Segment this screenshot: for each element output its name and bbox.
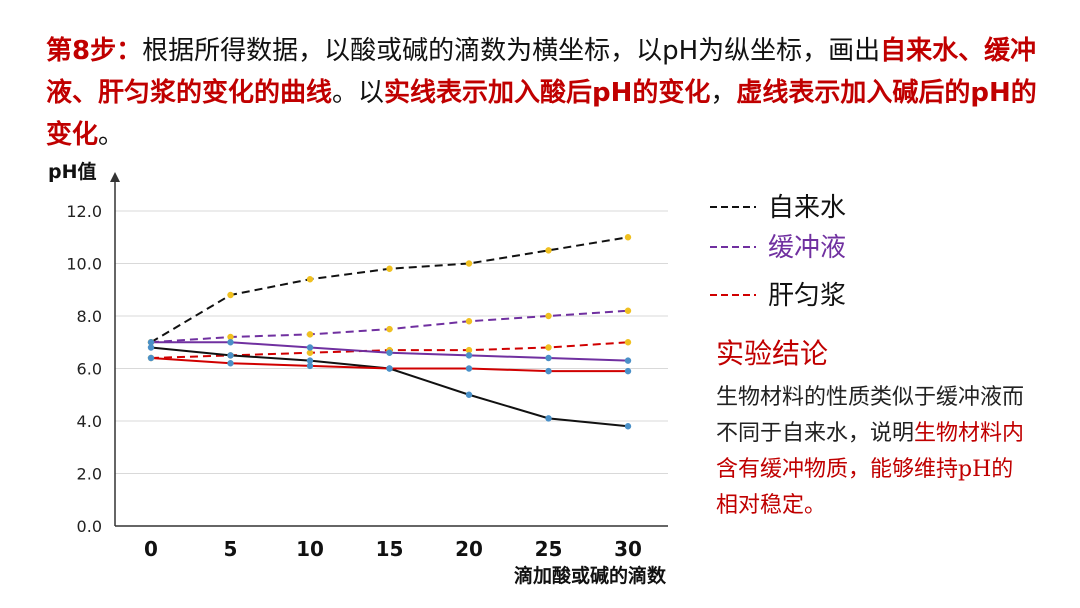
data-point-buffer-acid (227, 339, 234, 346)
legend-label-tap-water: 自来水 (768, 193, 847, 223)
y-axis-label: pH值 (48, 160, 97, 183)
data-point-buffer-alkali (306, 331, 314, 338)
legend-label-buffer: 缓冲液 (768, 233, 847, 263)
data-point-liver-acid (465, 365, 473, 372)
x-tick-label: 10 (296, 537, 324, 561)
data-point-liver-acid (227, 360, 234, 367)
y-tick-label: 4.0 (77, 412, 102, 431)
y-axis-arrow (110, 172, 120, 182)
data-point-tap-water-acid (465, 391, 473, 398)
legend-item-buffer: 缓冲液 (710, 230, 910, 266)
x-tick-label: 5 (224, 537, 238, 561)
y-tick-label: 0.0 (77, 517, 102, 536)
y-tick-label: 2.0 (77, 465, 102, 484)
instruction-segment-5: ， (710, 78, 737, 108)
data-point-buffer-acid (386, 349, 393, 356)
data-point-liver-alkali (306, 349, 314, 356)
conclusion-text-1: 生物材料的性质类似于缓冲液而不同于自来水， (716, 385, 1025, 446)
data-point-liver-acid (147, 354, 155, 362)
y-tick-label: 8.0 (77, 307, 102, 326)
data-point-tap-water-alkali (386, 265, 393, 272)
legend-item-liver: 肝匀浆 (710, 278, 910, 314)
conclusion-text: 生物材料的性质类似于缓冲液而不同于自来水，说明生物材料内含有缓冲物质，能够维持p… (716, 380, 1026, 524)
data-point-tap-water-alkali (306, 276, 314, 283)
x-tick-label: 25 (535, 537, 563, 561)
data-point-buffer-alkali (624, 307, 632, 314)
data-point-buffer-acid (306, 344, 314, 351)
y-tick-label: 12.0 (66, 202, 102, 221)
x-tick-label: 0 (144, 537, 158, 561)
data-point-liver-acid (306, 362, 314, 370)
y-tick-label: 10.0 (66, 255, 102, 274)
legend-label-liver: 肝匀浆 (768, 281, 847, 311)
data-point-buffer-alkali (227, 333, 234, 341)
data-point-liver-alkali (624, 339, 632, 346)
data-point-liver-alkali (545, 344, 552, 351)
data-point-buffer-alkali (386, 325, 393, 333)
data-point-tap-water-alkali (465, 260, 473, 267)
x-tick-label: 20 (455, 537, 483, 561)
data-point-buffer-alkali (465, 318, 473, 325)
data-point-buffer-acid (545, 354, 552, 362)
conclusion-text-highlight: 生物材料内含有缓冲物质，能够维持pH的相对稳定。 (716, 421, 1025, 518)
data-point-liver-alkali (465, 346, 473, 354)
data-point-tap-water-acid (624, 423, 632, 430)
legend-swatch-buffer (710, 246, 756, 248)
data-point-tap-water-acid (306, 357, 314, 364)
legend-item-tap-water: 自来水 (710, 190, 910, 226)
data-point-tap-water-alkali (545, 247, 552, 254)
legend-swatch-tap-water (710, 206, 756, 208)
conclusion-title: 实验结论 (716, 337, 829, 370)
conclusion-text-2: 说明 (870, 421, 915, 446)
instruction-highlight-solid: 实线表示加入酸后pH的变化 (384, 78, 711, 108)
data-point-tap-water-acid (147, 344, 155, 351)
data-point-tap-water-alkali (624, 234, 632, 241)
series-line-tap-water-acid (150, 346, 629, 428)
data-point-buffer-acid (624, 357, 632, 364)
ph-line-chart: 0.02.04.06.08.010.012.00 5 10 15 20 25 30 pH值 … (48, 160, 668, 587)
data-point-liver-acid (386, 365, 393, 372)
instruction-segment-7: 。 (98, 120, 125, 150)
data-point-buffer-acid (147, 339, 155, 346)
instruction-highlight-curves: 自来水、缓冲液、肝匀浆的变化的曲线 (46, 36, 1037, 108)
step-label: 第8步： (46, 36, 143, 66)
x-tick-label: 15 (376, 537, 404, 561)
y-tick-label: 6.0 (77, 360, 102, 379)
instruction-highlight-dashed: 虚线表示加入碱后的pH的变化 (46, 78, 1037, 150)
instruction-segment-1: 根据所得数据，以酸或碱的滴数为横坐标，以pH为纵坐标，画出 (142, 36, 881, 66)
data-point-tap-water-alkali (227, 291, 234, 299)
x-tick-label: 30 (614, 537, 642, 561)
instruction-segment-3: 。以 (332, 78, 385, 108)
data-point-liver-acid (624, 367, 632, 375)
data-point-buffer-alkali (545, 312, 552, 320)
data-point-tap-water-acid (545, 415, 552, 422)
data-point-buffer-acid (465, 352, 473, 359)
data-point-liver-acid (545, 367, 552, 375)
data-point-tap-water-acid (227, 352, 234, 359)
x-axis-label: 滴加酸或碱的滴数 (514, 564, 667, 587)
instruction-text: 第8步：根据所得数据，以酸或碱的滴数为横坐标，以pH为纵坐标，画出自来水、缓冲液… (46, 30, 1046, 156)
legend-swatch-liver (710, 294, 756, 296)
